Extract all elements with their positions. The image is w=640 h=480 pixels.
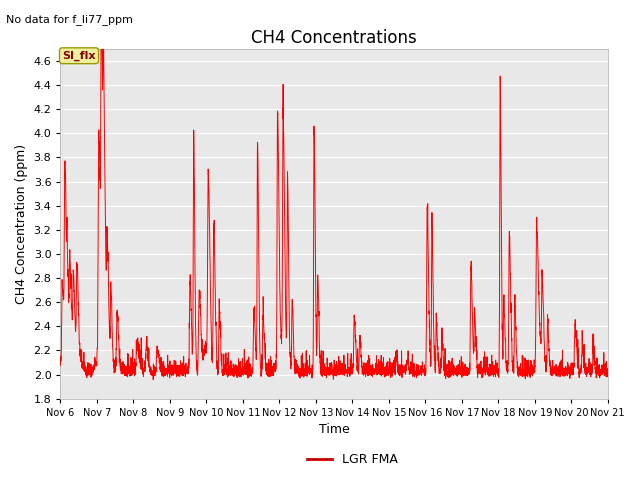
Text: SI_flx: SI_flx — [62, 50, 96, 61]
Legend: LGR FMA: LGR FMA — [301, 448, 403, 471]
Title: CH4 Concentrations: CH4 Concentrations — [252, 29, 417, 48]
Y-axis label: CH4 Concentration (ppm): CH4 Concentration (ppm) — [15, 144, 28, 304]
Text: No data for f_li77_ppm: No data for f_li77_ppm — [6, 14, 133, 25]
X-axis label: Time: Time — [319, 423, 349, 436]
